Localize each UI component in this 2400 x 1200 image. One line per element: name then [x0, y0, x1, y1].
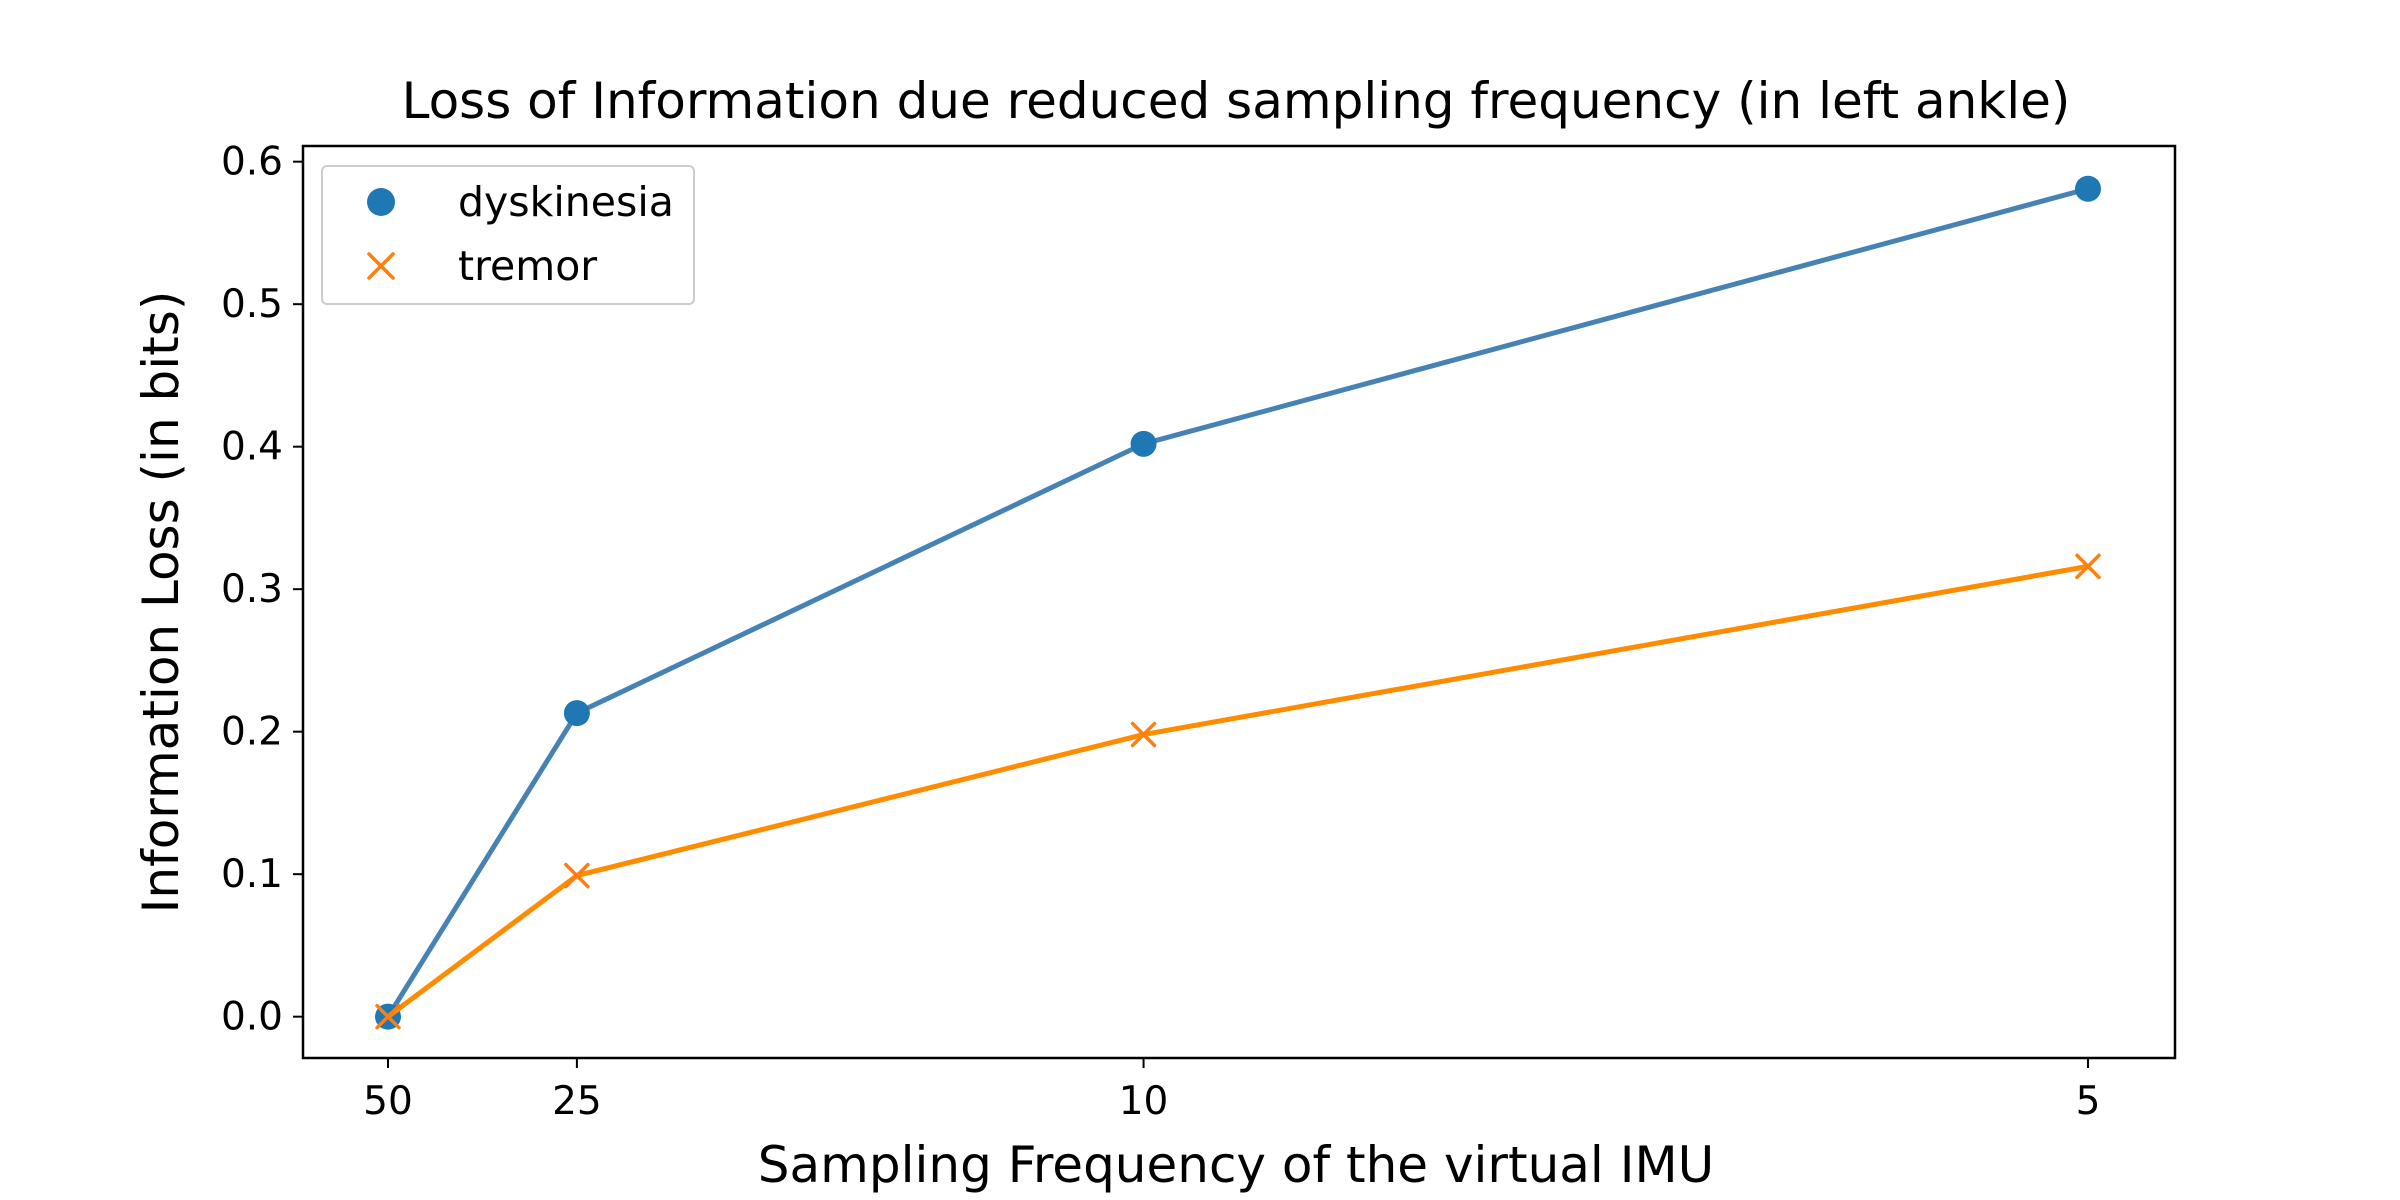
x-axis-label: Sampling Frequency of the virtual IMU: [758, 1136, 1714, 1194]
legend-marker-dyskinesia: [367, 188, 395, 216]
y-tick-label: 0.3: [221, 567, 283, 612]
dyskinesia-point: [563, 700, 590, 727]
plot-frame: [301, 144, 2177, 1060]
x-tick-label: 10: [1119, 1079, 1169, 1124]
series-layer: [375, 175, 2101, 1030]
legend-label-tremor: tremor: [458, 242, 597, 290]
y-axis-label: Information Loss (in bits): [132, 291, 190, 914]
y-tick-label: 0.0: [221, 995, 283, 1040]
chart-title: Loss of Information due reduced sampling…: [402, 72, 2071, 130]
y-tick-label: 0.5: [221, 282, 283, 327]
y-tick-label: 0.1: [221, 852, 283, 897]
dyskinesia-line: [385, 186, 2089, 1018]
tremor-point: [2075, 553, 2101, 580]
tremor-point: [375, 1003, 401, 1030]
x-tick-label: 50: [363, 1079, 413, 1124]
dyskinesia-point: [1130, 430, 1157, 457]
dyskinesia-point: [2075, 175, 2101, 202]
x-axis: 50 25 10 5: [363, 1058, 2100, 1124]
x-tick-label: 5: [2076, 1079, 2101, 1124]
legend: dyskinesia tremor: [321, 165, 695, 305]
y-tick-label: 0.4: [221, 425, 283, 470]
y-tick-label: 0.2: [221, 710, 283, 755]
tremor-point: [1130, 721, 1157, 748]
tremor-point: [564, 862, 590, 889]
y-axis: 0.0 0.1 0.2 0.3 0.4 0.5 0.6: [221, 140, 303, 1040]
tremor-line: [386, 563, 2089, 1019]
legend-marker-tremor: [367, 252, 395, 280]
legend-box: [321, 165, 695, 305]
x-tick-label: 25: [552, 1079, 602, 1124]
y-tick-label: 0.6: [221, 140, 283, 185]
legend-label-dyskinesia: dyskinesia: [458, 178, 674, 226]
